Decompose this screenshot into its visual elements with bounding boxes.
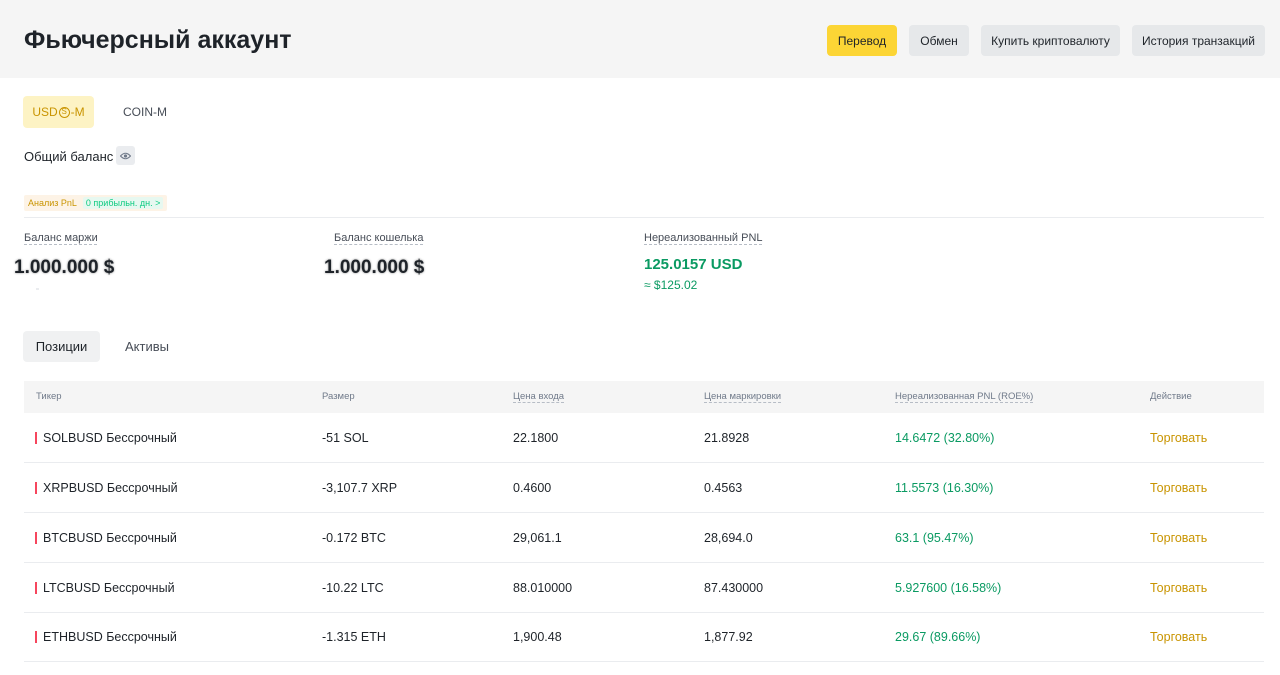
column-header-unrealized-pnl[interactable]: Нереализованная PNL (ROE%) xyxy=(895,391,1034,402)
balance-separator xyxy=(36,288,39,290)
positions-table-header: Тикер Размер Цена входа Цена маркировки … xyxy=(24,381,1264,413)
position-entry-price: 1,900.48 xyxy=(513,630,562,644)
position-pnl: 29.67 (89.66%) xyxy=(895,630,981,644)
unrealized-pnl-value: 125.0157 USD xyxy=(644,256,743,273)
transfer-button[interactable]: Перевод xyxy=(827,25,897,56)
tab-coin-m[interactable]: COIN-M xyxy=(123,105,167,119)
table-row: LTCBUSD Бессрочный -10.22 LTC 88.010000 … xyxy=(24,563,1264,613)
column-header-ticker: Тикер xyxy=(36,391,62,402)
position-ticker[interactable]: XRPBUSD Бессрочный xyxy=(43,481,178,495)
total-balance-label: Общий баланс xyxy=(24,149,114,164)
position-ticker[interactable]: ETHBUSD Бессрочный xyxy=(43,630,177,644)
position-size: -0.172 BTC xyxy=(322,531,386,545)
position-size: -10.22 LTC xyxy=(322,581,384,595)
trade-link[interactable]: Торговать xyxy=(1150,531,1208,545)
pnl-analysis-link[interactable]: Анализ PnL xyxy=(28,198,77,208)
column-header-entry-price[interactable]: Цена входа xyxy=(513,391,565,402)
stablecoin-icon: S xyxy=(58,106,70,118)
tab-assets[interactable]: Активы xyxy=(125,339,169,354)
column-header-action: Действие xyxy=(1150,391,1192,402)
position-mark-price: 21.8928 xyxy=(704,431,750,445)
eye-icon xyxy=(120,152,131,159)
table-row: ETHBUSD Бессрочный -1.315 ETH 1,900.48 1… xyxy=(24,612,1264,662)
buy-crypto-button[interactable]: Купить криптовалюту xyxy=(981,25,1120,56)
position-size: -1.315 ETH xyxy=(322,630,386,644)
position-mark-price: 87.430000 xyxy=(704,581,764,595)
pnl-analysis-chip[interactable]: Анализ PnL 0 прибыльн. дн. > xyxy=(24,195,168,211)
tab-usds-m[interactable]: USD S -M xyxy=(23,96,94,128)
trade-link[interactable]: Торговать xyxy=(1150,431,1208,445)
profit-days-badge[interactable]: 0 прибыльн. дн. > xyxy=(82,197,164,209)
position-entry-price: 22.1800 xyxy=(513,431,559,445)
table-row: BTCBUSD Бессрочный -0.172 BTC 29,061.1 2… xyxy=(24,513,1264,563)
position-size: -51 SOL xyxy=(322,431,369,445)
tab-positions[interactable]: Позиции xyxy=(23,331,100,362)
trade-link[interactable]: Торговать xyxy=(1150,630,1208,644)
page-header: Фьючерсный аккаунт Перевод Обмен Купить … xyxy=(0,0,1280,78)
position-pnl: 11.5573 (16.30%) xyxy=(895,481,994,495)
position-entry-price: 29,061.1 xyxy=(513,531,562,545)
wallet-balance-label: Баланс кошелька xyxy=(334,232,424,244)
short-side-marker xyxy=(35,432,37,444)
unrealized-pnl-approx: ≈ $125.02 xyxy=(644,278,698,292)
position-ticker[interactable]: SOLBUSD Бессрочный xyxy=(43,431,177,445)
unrealized-pnl-label: Нереализованный PNL xyxy=(644,232,763,244)
position-pnl: 63.1 (95.47%) xyxy=(895,531,974,545)
column-header-size: Размер xyxy=(322,391,355,402)
short-side-marker xyxy=(35,532,37,544)
table-row: SOLBUSD Бессрочный -51 SOL 22.1800 21.89… xyxy=(24,413,1264,463)
trade-link[interactable]: Торговать xyxy=(1150,481,1208,495)
exchange-button[interactable]: Обмен xyxy=(909,25,969,56)
toggle-balance-visibility-button[interactable] xyxy=(116,146,135,165)
position-mark-price: 0.4563 xyxy=(704,481,743,495)
page-title: Фьючерсный аккаунт xyxy=(24,26,292,54)
short-side-marker xyxy=(35,631,37,643)
short-side-marker xyxy=(35,582,37,594)
table-row: XRPBUSD Бессрочный -3,107.7 XRP 0.4600 0… xyxy=(24,463,1264,513)
position-ticker[interactable]: BTCBUSD Бессрочный xyxy=(43,531,177,545)
position-entry-price: 88.010000 xyxy=(513,581,573,595)
wallet-balance-value: 1.000.000 $ xyxy=(324,257,425,278)
margin-balance-label: Баланс маржи xyxy=(24,232,98,244)
transaction-history-button[interactable]: История транзакций xyxy=(1132,25,1265,56)
position-mark-price: 1,877.92 xyxy=(704,630,753,644)
position-size: -3,107.7 XRP xyxy=(322,481,398,495)
position-pnl: 14.6472 (32.80%) xyxy=(895,431,995,445)
short-side-marker xyxy=(35,482,37,494)
position-entry-price: 0.4600 xyxy=(513,481,552,495)
tab-usds-m-suffix: -M xyxy=(70,105,85,119)
margin-balance-value: 1.000.000 $ xyxy=(14,257,115,278)
section-divider xyxy=(24,217,1264,218)
trade-link[interactable]: Торговать xyxy=(1150,581,1208,595)
position-mark-price: 28,694.0 xyxy=(704,531,753,545)
position-pnl: 5.927600 (16.58%) xyxy=(895,581,1002,595)
tab-usds-m-prefix: USD xyxy=(32,105,58,119)
position-ticker[interactable]: LTCBUSD Бессрочный xyxy=(43,581,175,595)
column-header-mark-price[interactable]: Цена маркировки xyxy=(704,391,782,402)
